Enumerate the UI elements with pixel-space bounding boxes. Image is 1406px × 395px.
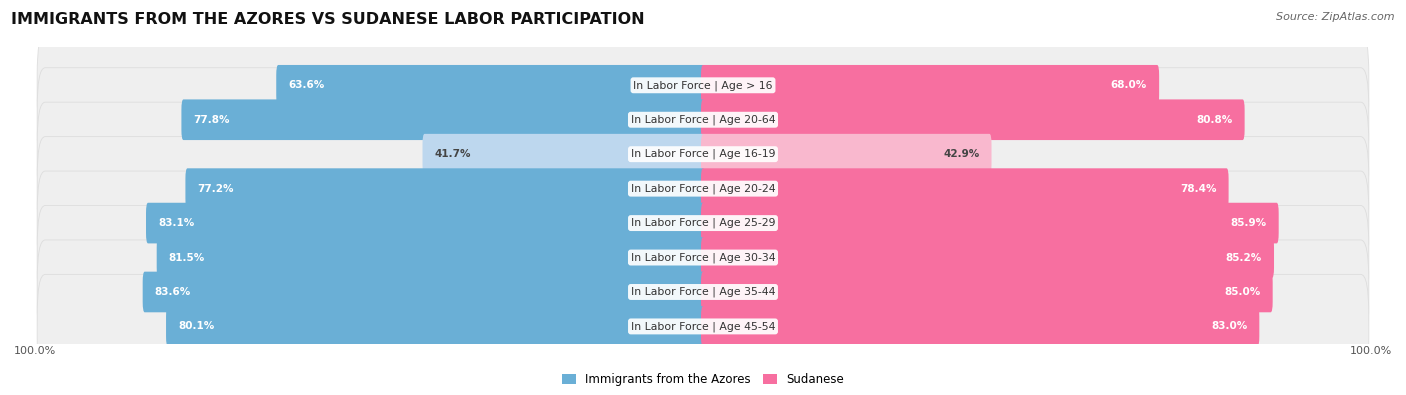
Text: 85.2%: 85.2%	[1226, 252, 1263, 263]
Text: 81.5%: 81.5%	[169, 252, 205, 263]
FancyBboxPatch shape	[37, 137, 1369, 241]
FancyBboxPatch shape	[37, 102, 1369, 206]
FancyBboxPatch shape	[702, 65, 1159, 105]
Text: In Labor Force | Age 30-34: In Labor Force | Age 30-34	[631, 252, 775, 263]
FancyBboxPatch shape	[276, 65, 704, 105]
FancyBboxPatch shape	[156, 237, 704, 278]
Text: 83.1%: 83.1%	[157, 218, 194, 228]
Text: In Labor Force | Age > 16: In Labor Force | Age > 16	[633, 80, 773, 90]
Text: 83.0%: 83.0%	[1211, 322, 1247, 331]
FancyBboxPatch shape	[37, 275, 1369, 378]
FancyBboxPatch shape	[37, 240, 1369, 344]
Text: 68.0%: 68.0%	[1111, 80, 1147, 90]
FancyBboxPatch shape	[702, 168, 1229, 209]
Text: In Labor Force | Age 35-44: In Labor Force | Age 35-44	[631, 287, 775, 297]
Text: In Labor Force | Age 45-54: In Labor Force | Age 45-54	[631, 321, 775, 332]
FancyBboxPatch shape	[37, 171, 1369, 275]
FancyBboxPatch shape	[37, 205, 1369, 310]
Text: 80.1%: 80.1%	[179, 322, 214, 331]
Text: 85.0%: 85.0%	[1225, 287, 1261, 297]
Text: IMMIGRANTS FROM THE AZORES VS SUDANESE LABOR PARTICIPATION: IMMIGRANTS FROM THE AZORES VS SUDANESE L…	[11, 12, 645, 27]
FancyBboxPatch shape	[702, 272, 1272, 312]
Text: 63.6%: 63.6%	[288, 80, 325, 90]
FancyBboxPatch shape	[702, 100, 1244, 140]
Legend: Immigrants from the Azores, Sudanese: Immigrants from the Azores, Sudanese	[557, 369, 849, 391]
FancyBboxPatch shape	[186, 168, 704, 209]
Text: 77.2%: 77.2%	[197, 184, 233, 194]
Text: 77.8%: 77.8%	[194, 115, 231, 125]
Text: In Labor Force | Age 20-64: In Labor Force | Age 20-64	[631, 115, 775, 125]
Text: 42.9%: 42.9%	[943, 149, 980, 159]
Text: 78.4%: 78.4%	[1180, 184, 1216, 194]
Text: Source: ZipAtlas.com: Source: ZipAtlas.com	[1277, 12, 1395, 22]
Text: 80.8%: 80.8%	[1197, 115, 1233, 125]
Text: In Labor Force | Age 16-19: In Labor Force | Age 16-19	[631, 149, 775, 160]
FancyBboxPatch shape	[181, 100, 704, 140]
FancyBboxPatch shape	[166, 306, 704, 347]
Text: 85.9%: 85.9%	[1230, 218, 1267, 228]
Text: In Labor Force | Age 20-24: In Labor Force | Age 20-24	[631, 183, 775, 194]
FancyBboxPatch shape	[702, 306, 1260, 347]
FancyBboxPatch shape	[702, 237, 1274, 278]
Text: 41.7%: 41.7%	[434, 149, 471, 159]
FancyBboxPatch shape	[37, 33, 1369, 137]
FancyBboxPatch shape	[702, 203, 1278, 243]
FancyBboxPatch shape	[37, 68, 1369, 172]
Text: In Labor Force | Age 25-29: In Labor Force | Age 25-29	[631, 218, 775, 228]
FancyBboxPatch shape	[422, 134, 704, 175]
FancyBboxPatch shape	[142, 272, 704, 312]
FancyBboxPatch shape	[146, 203, 704, 243]
FancyBboxPatch shape	[702, 134, 991, 175]
Text: 83.6%: 83.6%	[155, 287, 191, 297]
